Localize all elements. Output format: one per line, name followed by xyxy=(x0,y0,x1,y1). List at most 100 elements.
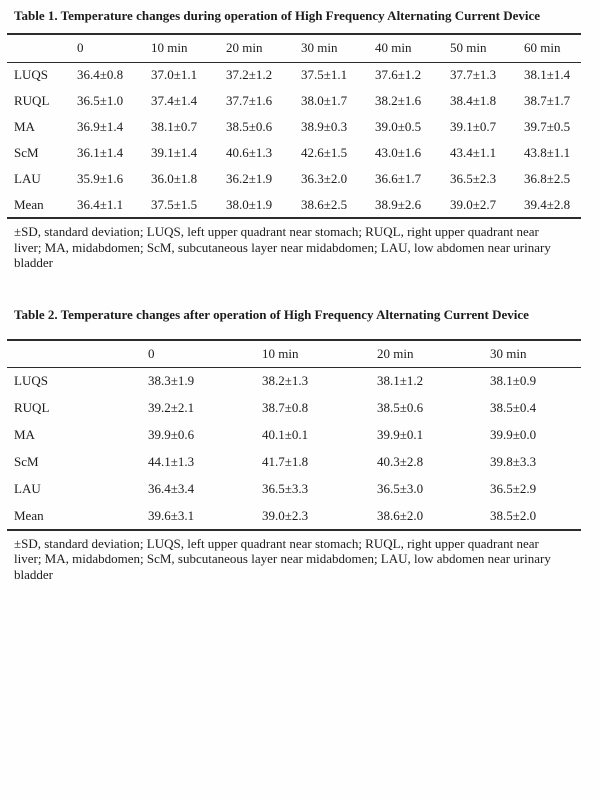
value-cell: 43.8±1.1 xyxy=(524,145,571,160)
value-cell: 39.9±0.0 xyxy=(490,427,537,442)
value-cell: 40.6±1.3 xyxy=(226,145,273,160)
value-cell: 38.5±0.4 xyxy=(490,400,537,415)
column-header-cell: 0 xyxy=(77,40,84,56)
value-cell: 39.7±0.5 xyxy=(524,119,571,134)
value-cell: 36.5±2.3 xyxy=(450,171,497,186)
value-cell: 38.5±0.6 xyxy=(377,400,424,415)
row-label-cell: RUQL xyxy=(14,400,50,415)
value-cell: 38.0±1.7 xyxy=(301,93,348,108)
table-row: LUQS 38.3±1.9 38.2±1.3 38.1±1.2 38.1±0.9 xyxy=(7,368,581,395)
value-cell: 36.5±3.3 xyxy=(262,481,309,496)
value-cell: 41.7±1.8 xyxy=(262,454,309,469)
value-cell: 38.1±0.9 xyxy=(490,373,537,389)
table-2-title: Table 2. Temperature changes after opera… xyxy=(14,306,529,322)
value-cell: 37.5±1.1 xyxy=(301,67,348,83)
row-label-cell: ScM xyxy=(14,454,39,469)
value-cell: 37.7±1.3 xyxy=(450,67,497,83)
table-2: 0 10 min 20 min 30 min LUQS 38.3±1.9 38.2±1.3 3… xyxy=(7,338,581,531)
value-cell: 38.3±1.9 xyxy=(148,373,195,389)
value-cell: 37.4±1.4 xyxy=(151,93,198,108)
row-label-cell: LAU xyxy=(14,171,41,186)
column-header-cell: 30 min xyxy=(490,345,527,361)
table-row: LUQS 36.4±0.8 37.0±1.1 37.2±1.2 37.5±1.1 37.6… xyxy=(7,62,581,88)
footnote-line: liver; MA, midabdomen; ScM, subcutaneous… xyxy=(14,239,551,255)
row-label-header-cell xyxy=(7,340,148,368)
table-row: MA 39.9±0.6 40.1±0.1 39.9±0.1 39.9±0.0 xyxy=(7,422,581,449)
footnote-line: bladder xyxy=(14,255,53,270)
table-1-section: Table 1. Temperature changes during oper… xyxy=(7,8,581,271)
footnote-line: bladder xyxy=(14,566,53,582)
value-cell: 39.9±0.1 xyxy=(377,427,424,442)
value-cell: 36.4±1.1 xyxy=(77,196,124,212)
value-cell: 38.1±1.4 xyxy=(524,67,571,83)
column-header-cell: 10 min xyxy=(262,345,299,361)
value-cell: 37.2±1.2 xyxy=(226,67,273,83)
column-header-cell: 40 min xyxy=(375,40,412,56)
row-label-cell: Mean xyxy=(14,507,44,523)
table-2-footnote: ±SD, standard deviation; LUQS, left uppe… xyxy=(14,536,581,583)
column-header-cell: 20 min xyxy=(226,40,263,56)
table-2-section: Table 2. Temperature changes after opera… xyxy=(7,307,581,583)
column-header-cell: 50 min xyxy=(450,40,487,56)
row-label-header-cell xyxy=(7,34,77,62)
value-cell: 42.6±1.5 xyxy=(301,145,348,160)
value-cell: 38.5±2.0 xyxy=(490,507,537,523)
value-cell: 37.0±1.1 xyxy=(151,67,198,83)
table-row: Mean 36.4±1.1 37.5±1.5 38.0±1.9 38.6±2.5 38.9… xyxy=(7,192,581,218)
row-label-cell: LAU xyxy=(14,481,41,496)
value-cell: 39.1±0.7 xyxy=(450,119,497,134)
value-cell: 36.1±1.4 xyxy=(77,145,124,160)
value-cell: 36.5±3.0 xyxy=(377,481,424,496)
column-header-cell: 20 min xyxy=(377,345,414,361)
value-cell: 39.2±2.1 xyxy=(148,400,195,415)
value-cell: 36.9±1.4 xyxy=(77,119,124,134)
value-cell: 36.0±1.8 xyxy=(151,171,198,186)
value-cell: 38.7±1.7 xyxy=(524,93,571,108)
value-cell: 38.0±1.9 xyxy=(226,196,273,212)
value-cell: 37.6±1.2 xyxy=(375,67,422,83)
table-1-footnote: ±SD, standard deviation; LUQS, left uppe… xyxy=(14,224,581,271)
value-cell: 37.5±1.5 xyxy=(151,196,198,212)
table-row: ScM 36.1±1.4 39.1±1.4 40.6±1.3 42.6±1.5 43.0±… xyxy=(7,140,581,166)
value-cell: 38.7±0.8 xyxy=(262,400,309,415)
row-label-cell: MA xyxy=(14,119,35,134)
value-cell: 43.4±1.1 xyxy=(450,145,497,160)
value-cell: 35.9±1.6 xyxy=(77,171,124,186)
value-cell: 38.5±0.6 xyxy=(226,119,273,134)
value-cell: 36.2±1.9 xyxy=(226,171,273,186)
footnote-line: ±SD, standard deviation; LUQS, left uppe… xyxy=(14,224,539,239)
value-cell: 39.1±1.4 xyxy=(151,145,198,160)
value-cell: 36.6±1.7 xyxy=(375,171,422,186)
header-row: 0 10 min 20 min 30 min 40 min 50 min 60 min xyxy=(7,34,581,62)
value-cell: 38.2±1.3 xyxy=(262,373,309,389)
value-cell: 39.9±0.6 xyxy=(148,427,195,442)
value-cell: 36.4±3.4 xyxy=(148,481,195,496)
value-cell: 38.1±1.2 xyxy=(377,373,424,389)
row-label-cell: LUQS xyxy=(14,373,48,389)
value-cell: 36.5±2.9 xyxy=(490,481,537,496)
value-cell: 39.0±0.5 xyxy=(375,119,422,134)
table-1: 0 10 min 20 min 30 min 40 min 50 min 60 min LUQ… xyxy=(7,33,581,219)
table-row: ScM 44.1±1.3 41.7±1.8 40.3±2.8 39.8±3.3 xyxy=(7,449,581,476)
table-1-title: Table 1. Temperature changes during oper… xyxy=(14,8,541,23)
value-cell: 38.6±2.5 xyxy=(301,196,348,212)
value-cell: 38.4±1.8 xyxy=(450,93,497,108)
value-cell: 39.0±2.7 xyxy=(450,196,497,212)
value-cell: 40.3±2.8 xyxy=(377,454,424,469)
value-cell: 40.1±0.1 xyxy=(262,427,309,442)
row-label-cell: RUQL xyxy=(14,93,50,108)
value-cell: 38.9±2.6 xyxy=(375,196,422,212)
value-cell: 36.8±2.5 xyxy=(524,171,571,186)
table-row: RUQL 36.5±1.0 37.4±1.4 37.7±1.6 38.0±1.7 38.2… xyxy=(7,88,581,114)
value-cell: 43.0±1.6 xyxy=(375,145,422,160)
value-cell: 39.0±2.3 xyxy=(262,507,309,523)
value-cell: 36.3±2.0 xyxy=(301,171,348,186)
value-cell: 39.4±2.8 xyxy=(524,196,571,212)
footnote-line: liver; MA, midabdomen; ScM, subcutaneous… xyxy=(14,551,551,566)
row-label-cell: ScM xyxy=(14,145,39,160)
value-cell: 37.7±1.6 xyxy=(226,93,273,108)
table-row: Mean 39.6±3.1 39.0±2.3 38.6±2.0 38.5±2.0 xyxy=(7,503,581,530)
value-cell: 39.6±3.1 xyxy=(148,507,195,523)
value-cell: 38.9±0.3 xyxy=(301,119,348,134)
